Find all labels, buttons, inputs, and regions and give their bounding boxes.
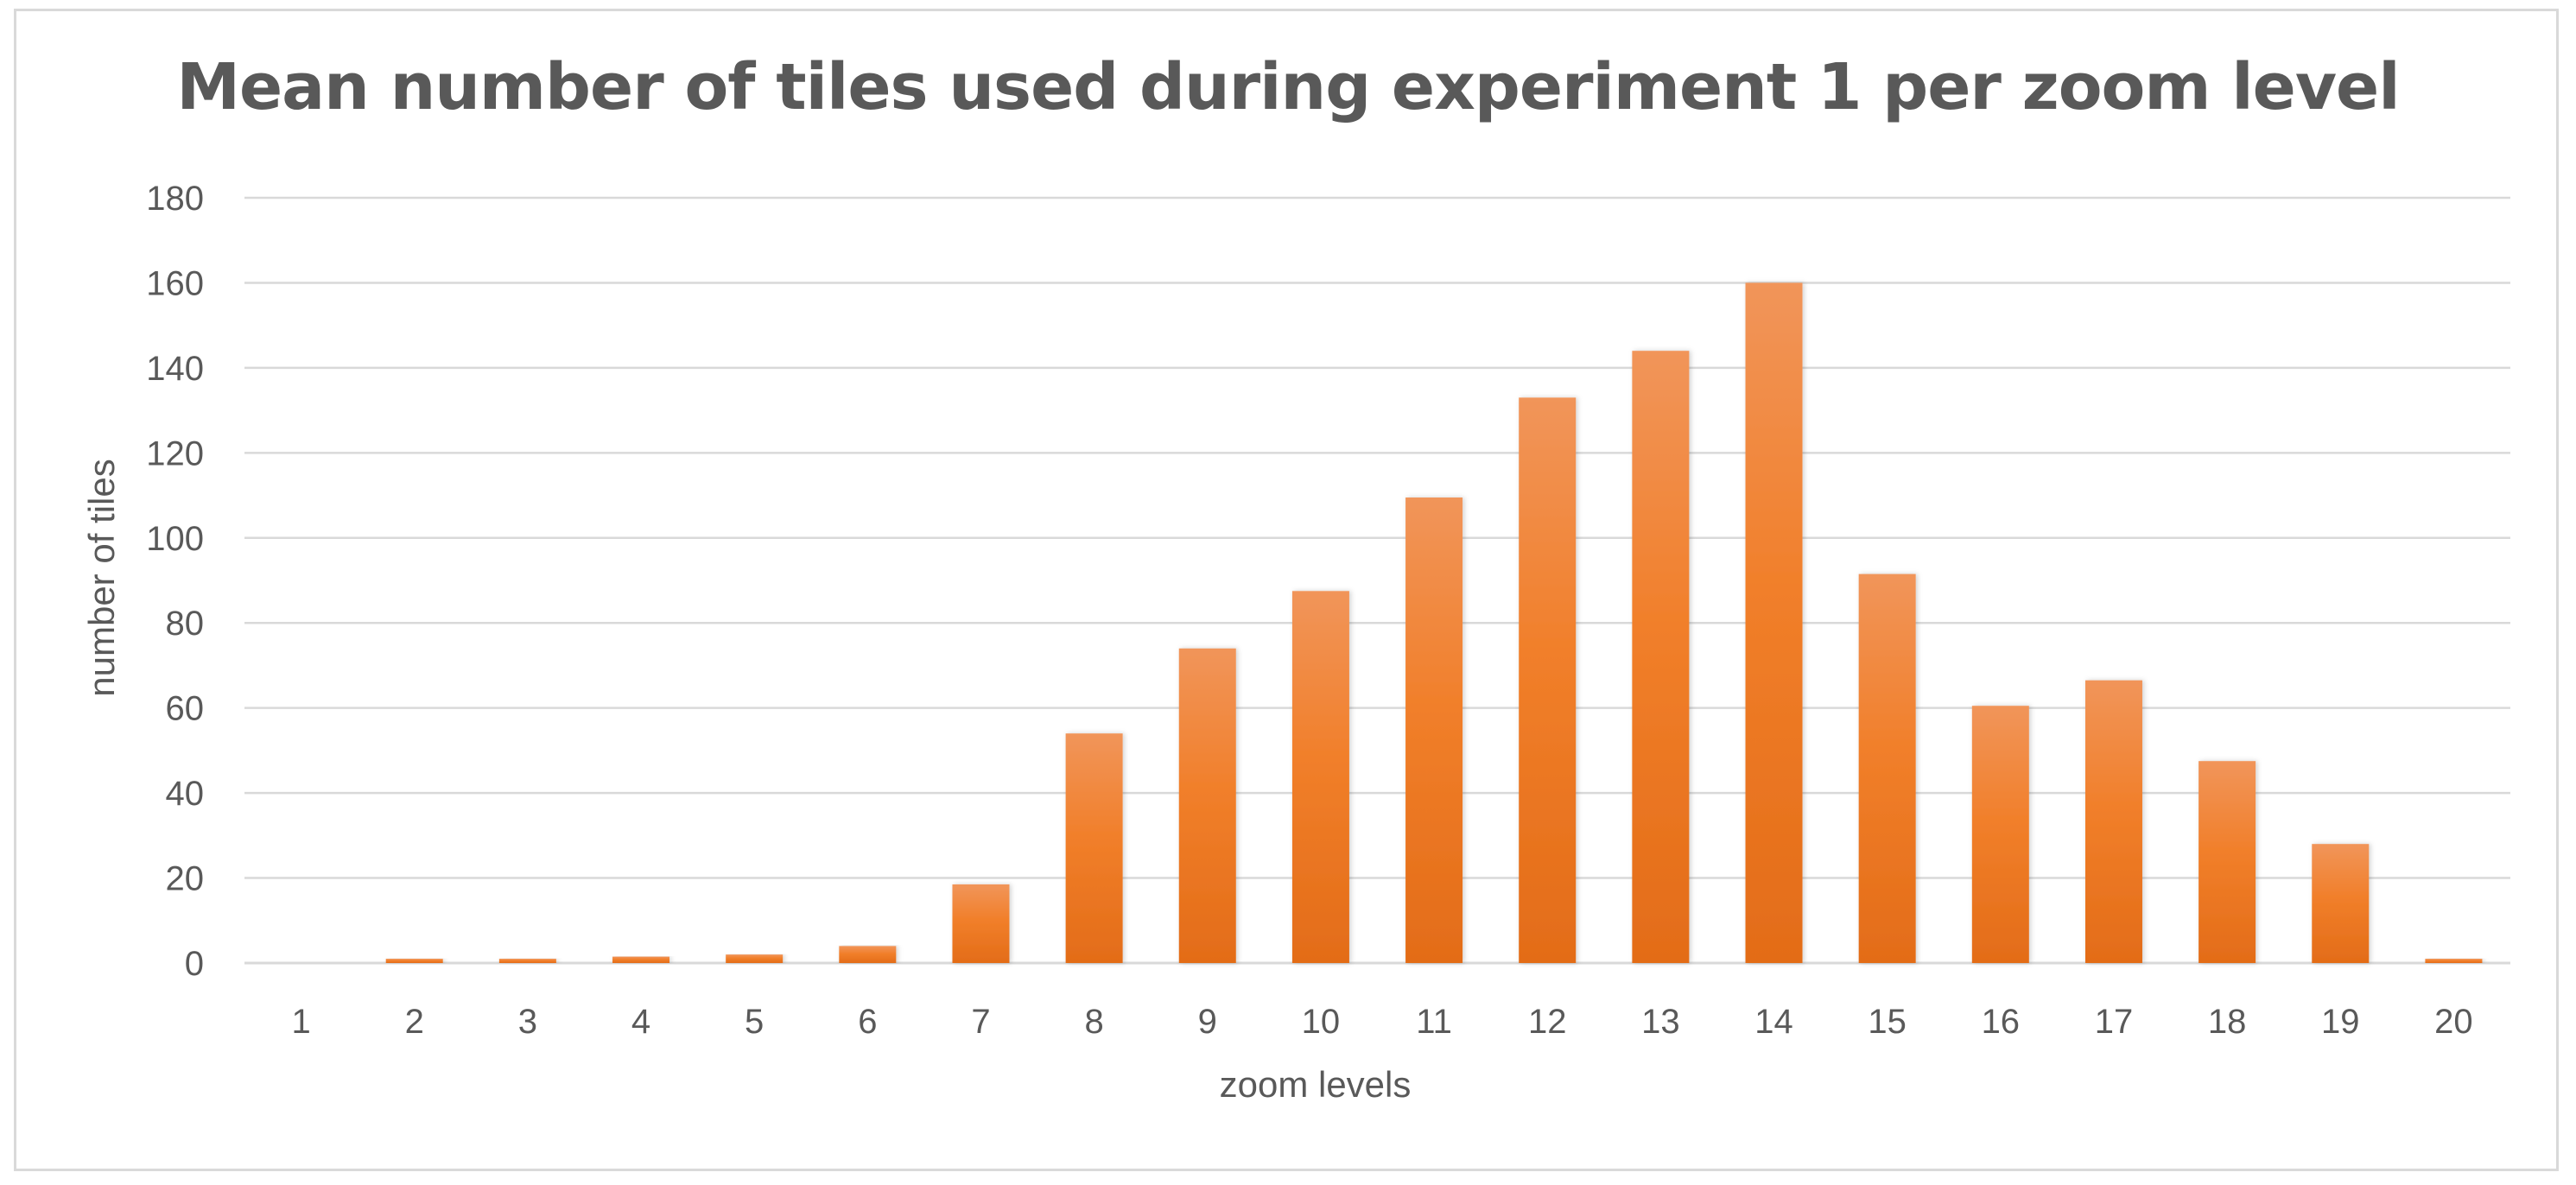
bar-zoom-18	[2198, 761, 2256, 963]
bar-zoom-6	[839, 946, 897, 963]
y-tick-label: 60	[166, 690, 205, 728]
y-tick-label: 140	[146, 350, 204, 388]
x-tick-label: 20	[2434, 1003, 2473, 1041]
bar-zoom-16	[1971, 706, 2029, 963]
bar-zoom-9	[1178, 648, 1236, 963]
gridlines	[244, 196, 2510, 965]
chart-frame	[14, 9, 2559, 1171]
bar-zoom-20	[2425, 959, 2483, 963]
bars	[385, 282, 2483, 963]
x-tick-label: 8	[1085, 1003, 1104, 1041]
x-tick-label: 1	[291, 1003, 310, 1041]
x-tick-label: 3	[518, 1003, 537, 1041]
x-tick-label: 10	[1302, 1003, 1341, 1041]
y-tick-label: 0	[185, 945, 204, 983]
bar-zoom-4	[612, 956, 670, 963]
bar-zoom-13	[1632, 351, 1690, 963]
x-tick-label: 9	[1198, 1003, 1217, 1041]
x-tick-label: 7	[971, 1003, 990, 1041]
y-tick-label: 80	[166, 605, 205, 643]
y-tick-label: 100	[146, 520, 204, 558]
bar-zoom-5	[726, 954, 784, 963]
y-tick-label: 180	[146, 180, 204, 218]
x-tick-label: 5	[745, 1003, 764, 1041]
bar-zoom-8	[1065, 733, 1123, 963]
y-axis-title: number of tiles	[81, 459, 122, 696]
x-axis-title: zoom levels	[1220, 1064, 1412, 1105]
x-tick-label: 15	[1868, 1003, 1907, 1041]
bar-zoom-14	[1745, 282, 1803, 963]
chart-title: Mean number of tiles used during experim…	[176, 50, 2400, 124]
x-tick-label: 14	[1754, 1003, 1793, 1041]
bar-zoom-7	[952, 884, 1010, 963]
x-tick-label: 12	[1528, 1003, 1567, 1041]
y-tick-label: 40	[166, 775, 205, 813]
bar-zoom-15	[1858, 573, 1916, 963]
x-tick-label: 2	[405, 1003, 424, 1041]
x-tick-label: 13	[1641, 1003, 1680, 1041]
x-tick-label: 19	[2321, 1003, 2360, 1041]
bar-zoom-12	[1519, 397, 1577, 963]
x-axis-ticks: 1 2 3 4 5 6 7 8 9 10 11 12 13 14 15 16 17 18 19 20	[291, 1003, 2472, 1041]
y-tick-label: 160	[146, 264, 204, 302]
x-tick-label: 18	[2208, 1003, 2247, 1041]
bar-zoom-19	[2312, 844, 2370, 963]
bar-zoom-3	[498, 959, 556, 963]
bar-zoom-10	[1291, 591, 1349, 963]
x-tick-label: 16	[1982, 1003, 2021, 1041]
y-axis-ticks: 0 20 40 60 80 100 120 140 160 180	[146, 180, 204, 983]
x-tick-label: 4	[631, 1003, 650, 1041]
y-tick-label: 20	[166, 860, 205, 898]
x-tick-label: 17	[2095, 1003, 2134, 1041]
bar-zoom-17	[2084, 680, 2142, 963]
x-tick-label: 6	[858, 1003, 877, 1041]
bar-zoom-2	[385, 959, 443, 963]
x-tick-label: 11	[1416, 1003, 1452, 1041]
bar-zoom-11	[1405, 497, 1463, 963]
y-tick-label: 120	[146, 434, 204, 472]
